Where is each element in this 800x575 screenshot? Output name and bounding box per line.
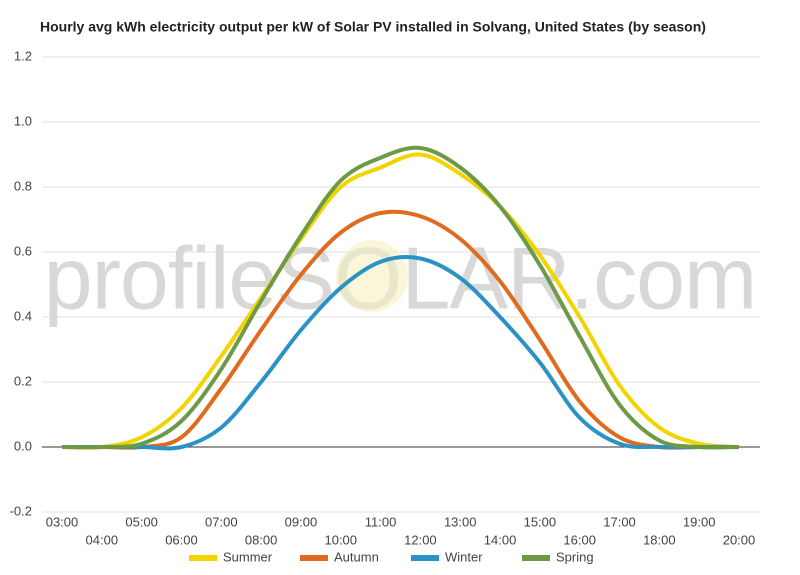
legend-swatch	[189, 555, 217, 561]
series-line	[62, 255, 739, 451]
x-tick-label: 05:00	[125, 514, 158, 529]
y-tick-label: -0.2	[10, 503, 32, 518]
y-tick-label: 1.2	[14, 48, 32, 63]
y-tick-label: 0.0	[14, 438, 32, 453]
x-tick-label: 04:00	[86, 532, 119, 547]
x-tick-label: 10:00	[324, 532, 357, 547]
legend-swatch	[522, 555, 550, 561]
x-tick-label: 18:00	[643, 532, 676, 547]
series-line	[61, 145, 740, 450]
chart-title: Hourly avg kWh electricity output per kW…	[40, 19, 706, 35]
x-tick-label: 13:00	[444, 514, 477, 529]
y-tick-label: 0.6	[14, 243, 32, 258]
legend-label: Summer	[223, 549, 273, 564]
x-tick-label: 14:00	[484, 532, 517, 547]
x-tick-label: 11:00	[365, 514, 397, 529]
x-tick-label: 07:00	[205, 514, 238, 529]
watermark-sun	[336, 240, 408, 312]
y-tick-label: 0.2	[14, 373, 32, 388]
legend-label: Autumn	[334, 549, 379, 564]
legend-swatch	[300, 555, 328, 561]
x-tick-label: 06:00	[165, 532, 198, 547]
legend-label: Winter	[445, 549, 483, 564]
y-tick-label: 1.0	[14, 113, 32, 128]
y-tick-label: 0.4	[14, 308, 32, 323]
x-tick-label: 08:00	[245, 532, 278, 547]
legend-swatch	[411, 555, 439, 561]
x-tick-label: 20:00	[723, 532, 756, 547]
y-tick-label: 0.8	[14, 178, 32, 193]
x-tick-label: 15:00	[524, 514, 557, 529]
series-line	[62, 209, 739, 450]
x-tick-label: 16:00	[563, 532, 596, 547]
legend-label: Spring	[556, 549, 594, 564]
x-tick-label: 09:00	[285, 514, 318, 529]
x-tick-label: 03:00	[46, 514, 79, 529]
x-tick-label: 19:00	[683, 514, 716, 529]
series-line	[61, 152, 740, 450]
x-tick-label: 17:00	[603, 514, 636, 529]
x-tick-label: 12:00	[404, 532, 437, 547]
